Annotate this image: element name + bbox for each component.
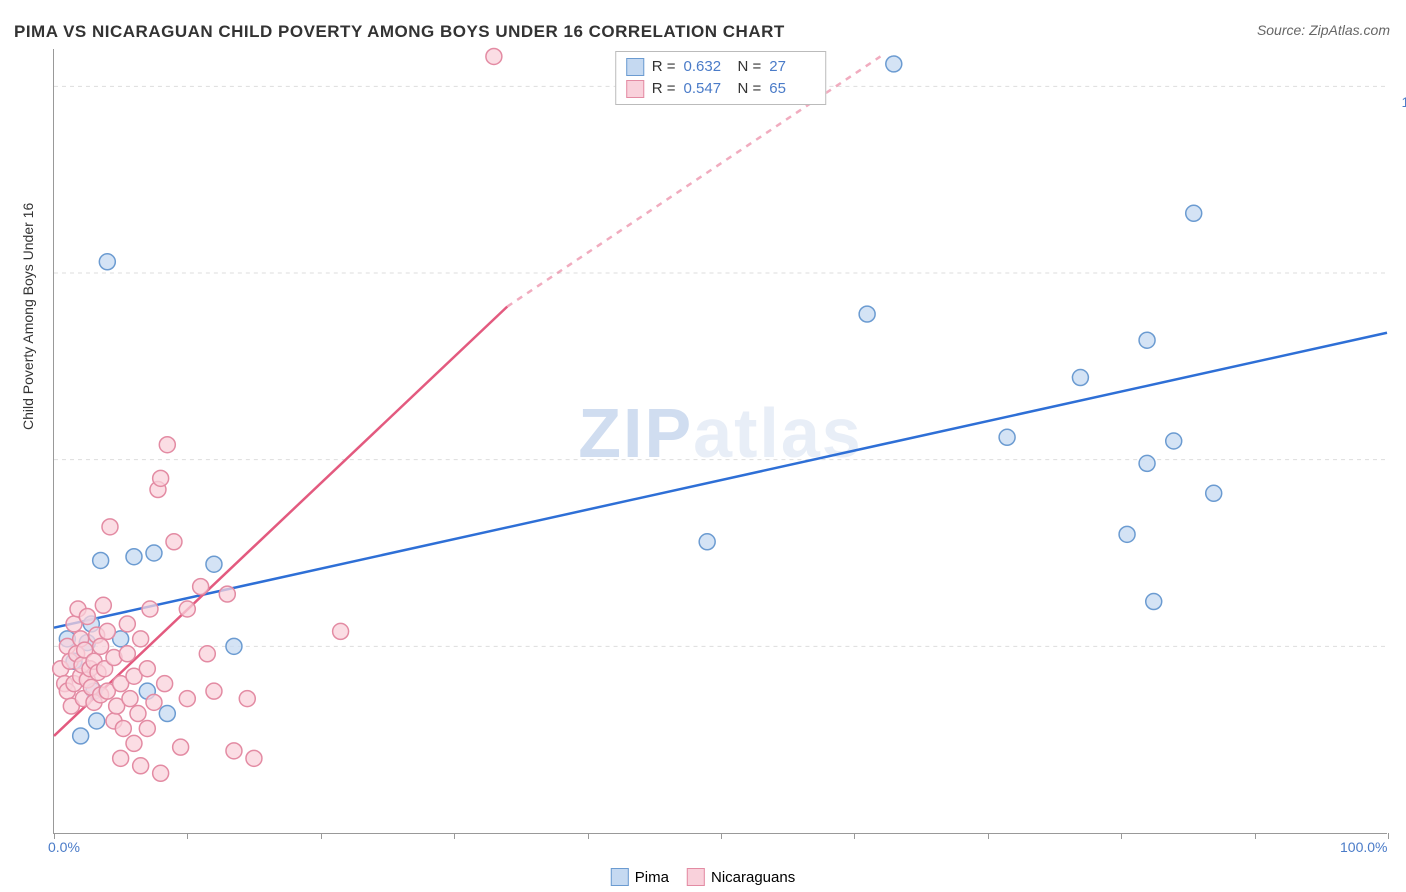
chart-container: PIMA VS NICARAGUAN CHILD POVERTY AMONG B… xyxy=(0,0,1406,892)
x-tick-label: 100.0% xyxy=(1340,839,1387,855)
plot-area: ZIPatlas R = 0.632 N = 27 R = 0.547 N = … xyxy=(53,49,1387,834)
x-tick-label: 0.0% xyxy=(48,839,80,855)
legend-item-nicaraguans: Nicaraguans xyxy=(687,868,795,886)
n-value-pima: 27 xyxy=(769,56,815,78)
x-tick xyxy=(187,833,188,839)
chart-title: PIMA VS NICARAGUAN CHILD POVERTY AMONG B… xyxy=(14,22,785,42)
legend-stats-row-nicaraguans: R = 0.547 N = 65 xyxy=(626,78,816,100)
r-label: R = xyxy=(652,78,676,100)
r-label: R = xyxy=(652,56,676,78)
x-tick xyxy=(54,833,55,839)
r-value-nicaraguans: 0.547 xyxy=(684,78,730,100)
x-tick xyxy=(1388,833,1389,839)
x-tick xyxy=(721,833,722,839)
plot-svg xyxy=(54,49,1387,833)
legend-label-pima: Pima xyxy=(635,869,669,886)
x-tick xyxy=(321,833,322,839)
legend-bottom: Pima Nicaraguans xyxy=(611,868,795,886)
n-label: N = xyxy=(738,78,762,100)
x-tick xyxy=(588,833,589,839)
x-tick xyxy=(988,833,989,839)
legend-stats-row-pima: R = 0.632 N = 27 xyxy=(626,56,816,78)
y-axis-label: Child Poverty Among Boys Under 16 xyxy=(20,203,36,430)
x-tick xyxy=(854,833,855,839)
legend-swatch-nicaraguans xyxy=(626,80,644,98)
y-tick-label: 100.0% xyxy=(1402,94,1406,110)
legend-stats-box: R = 0.632 N = 27 R = 0.547 N = 65 xyxy=(615,51,827,105)
x-tick xyxy=(1255,833,1256,839)
legend-swatch-pima-bottom xyxy=(611,868,629,886)
n-value-nicaraguans: 65 xyxy=(769,78,815,100)
r-value-pima: 0.632 xyxy=(684,56,730,78)
legend-label-nicaraguans: Nicaraguans xyxy=(711,869,795,886)
legend-item-pima: Pima xyxy=(611,868,669,886)
legend-swatch-pima xyxy=(626,58,644,76)
x-tick xyxy=(1121,833,1122,839)
x-tick xyxy=(454,833,455,839)
n-label: N = xyxy=(738,56,762,78)
source-attribution: Source: ZipAtlas.com xyxy=(1257,22,1390,38)
legend-swatch-nicaraguans-bottom xyxy=(687,868,705,886)
